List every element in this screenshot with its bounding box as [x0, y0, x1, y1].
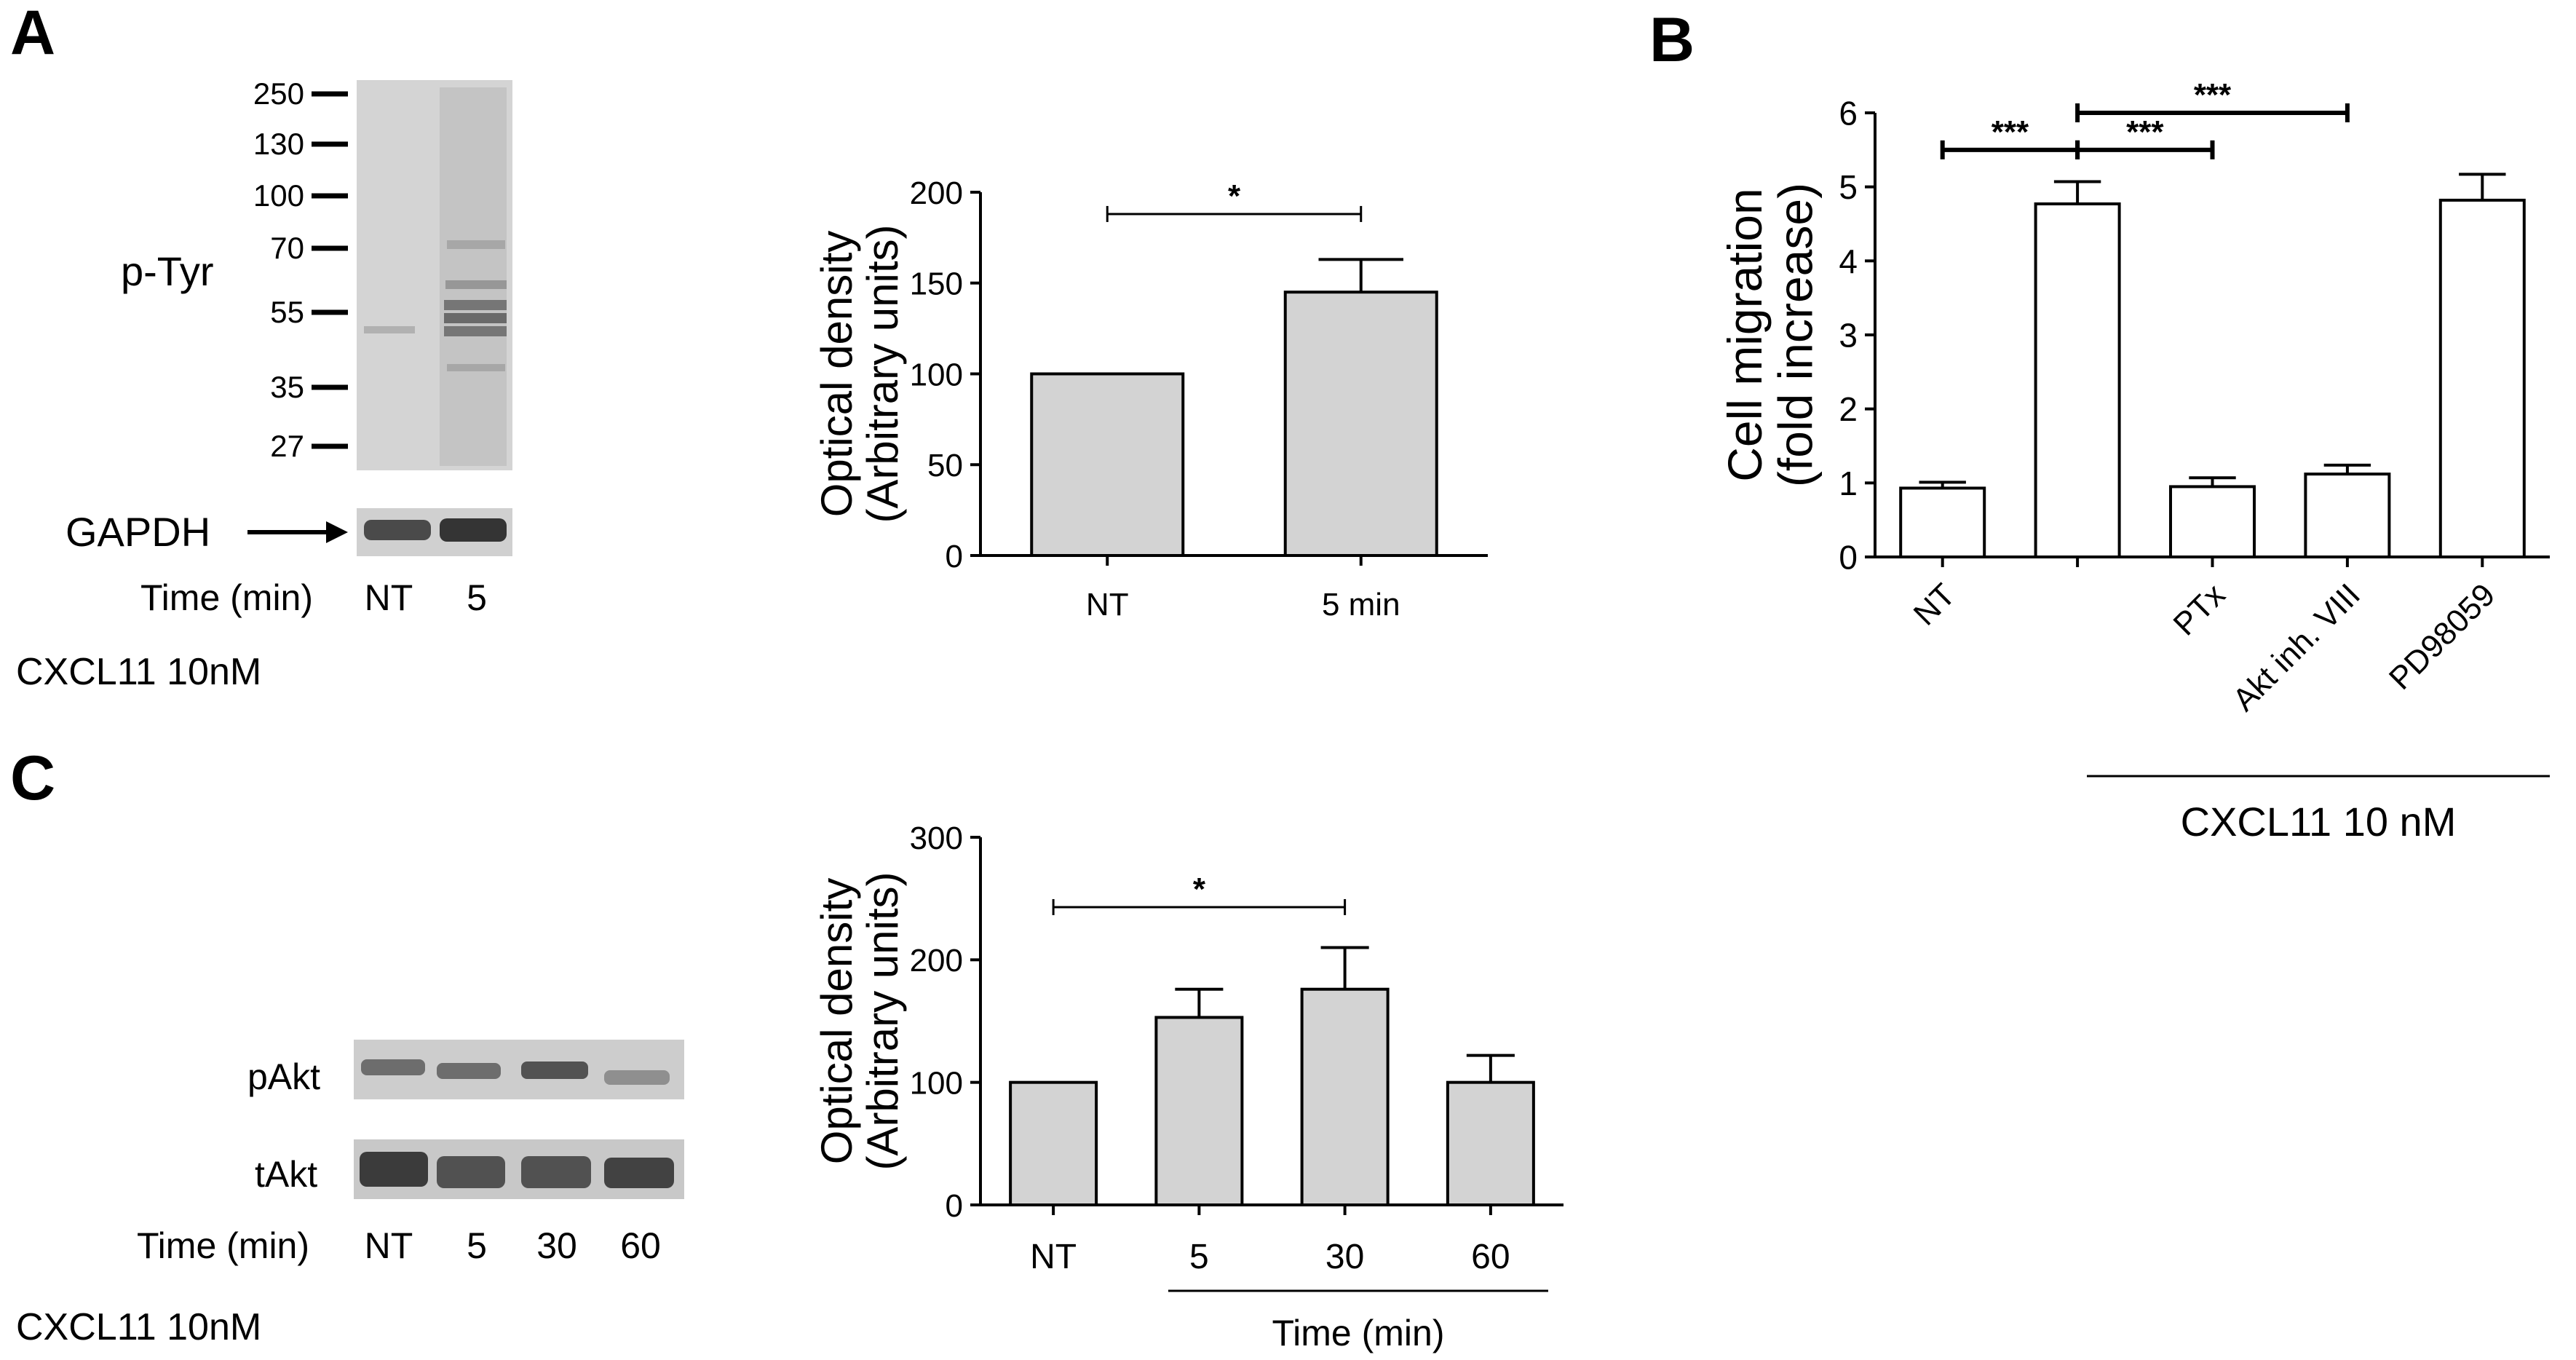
x-tick-label: 5 min	[1322, 587, 1400, 622]
y-axis-label-line: (fold increase)	[1768, 183, 1822, 487]
bar	[1009, 1080, 1098, 1206]
y-axis-label-line: (Arbitrary units)	[858, 224, 907, 523]
y-axis-label-line: Optical density	[812, 231, 861, 518]
y-axis-label-line: (Arbitrary units)	[858, 871, 907, 1170]
y-axis-label: Optical density(Arbitrary units)	[812, 224, 907, 523]
bar	[1300, 987, 1390, 1206]
blot-a-time-label: Time (min)	[140, 577, 313, 618]
panel-letter-c: C	[10, 743, 55, 813]
blot-a-markers: 250 130 100 70 55 35 27	[253, 76, 304, 463]
blot-image-pakt	[354, 1040, 684, 1099]
blot-image-gapdh	[357, 508, 512, 556]
label-gapdh: GAPDH	[66, 509, 210, 555]
y-tick-label: 1	[1839, 464, 1858, 502]
x-tick-label: PTx	[2167, 577, 2232, 642]
blot-c-lane-30: 30	[536, 1225, 577, 1266]
x-tick-label: 5	[1189, 1238, 1209, 1276]
x-tick-label: PD98059	[2382, 577, 2502, 696]
y-tick-label: 2	[1839, 390, 1858, 428]
x-axis-label: Time (min)	[1272, 1313, 1444, 1353]
y-tick-label: 200	[910, 175, 963, 211]
blot-image-ptyr	[357, 80, 512, 470]
bar	[1030, 372, 1185, 557]
y-tick-label: 100	[910, 1066, 963, 1102]
x-tick-label: NT	[1086, 587, 1129, 622]
panel-letter-a: A	[10, 0, 55, 68]
y-axis-label: Cell migration(fold increase)	[1718, 183, 1822, 487]
y-tick-label: 3	[1839, 317, 1858, 355]
y-tick-label: 200	[910, 943, 963, 979]
bar	[1446, 1080, 1535, 1206]
significance-label: *	[1228, 178, 1241, 214]
significance-label: *	[1193, 871, 1206, 907]
y-tick-label: 5	[1839, 168, 1858, 206]
x-tick-label: 30	[1325, 1238, 1364, 1276]
marker-250: 250	[253, 76, 304, 111]
y-tick-label: 4	[1839, 242, 1858, 280]
blot-c-lane-5: 5	[467, 1225, 487, 1266]
blot-a-lane-5: 5	[467, 577, 487, 618]
bar-chart-c: 0 100 200 300 NT 5 30 60 * Optical density(Arbitr…	[812, 821, 1564, 1353]
x-tick-label: NT	[1907, 577, 1962, 632]
blot-c-treatment: CXCL11 10nM	[16, 1306, 261, 1348]
y-tick-label: 300	[910, 821, 963, 856]
blot-a-treatment: CXCL11 10nM	[16, 651, 261, 693]
bar	[1154, 1016, 1244, 1206]
blot-c-lane-nt: NT	[365, 1225, 413, 1266]
x-tick-label: Akt inh. VIII	[2226, 577, 2367, 718]
bar	[2304, 473, 2391, 559]
y-tick-label: 0	[1839, 539, 1858, 577]
blot-c-lane-60: 60	[620, 1225, 661, 1266]
x-tick-label: 60	[1471, 1238, 1510, 1276]
bar	[2034, 202, 2121, 558]
significance-label: ***	[2194, 77, 2232, 113]
label-pakt: pAkt	[247, 1056, 320, 1097]
bar	[2169, 485, 2256, 559]
bar	[2438, 198, 2526, 558]
y-tick-label: 6	[1839, 95, 1858, 133]
marker-35: 35	[270, 370, 304, 404]
panel-letter-b: B	[1649, 5, 1695, 75]
significance-label: ***	[1992, 114, 2029, 150]
label-takt: tAkt	[255, 1154, 317, 1195]
bar	[1283, 290, 1438, 557]
y-axis-label-line: Cell migration	[1718, 188, 1772, 481]
y-tick-label: 100	[910, 357, 963, 392]
blot-image-takt	[354, 1139, 684, 1199]
y-axis-label-line: Optical density	[812, 878, 861, 1165]
blot-c-time-label: Time (min)	[137, 1225, 309, 1266]
marker-27: 27	[270, 429, 304, 463]
blot-a-lane-nt: NT	[365, 577, 413, 618]
marker-130: 130	[253, 127, 304, 161]
arrow-icon	[247, 521, 348, 543]
x-axis-label: CXCL11 10 nM	[2181, 799, 2457, 845]
significance-label: ***	[2126, 114, 2164, 150]
y-tick-label: 0	[946, 539, 963, 574]
y-tick-label: 50	[927, 448, 963, 483]
label-ptyr: p-Tyr	[121, 248, 214, 294]
marker-55: 55	[270, 295, 304, 329]
y-axis-label: Optical density(Arbitrary units)	[812, 871, 907, 1170]
y-tick-label: 150	[910, 266, 963, 302]
marker-ticks	[312, 91, 348, 449]
x-tick-label: NT	[1030, 1238, 1077, 1276]
marker-70: 70	[270, 231, 304, 265]
y-tick-label: 0	[946, 1188, 963, 1224]
bar	[1899, 486, 1986, 559]
marker-100: 100	[253, 178, 304, 213]
bar-chart-a: 0 50 100 150 200 NT 5 min * Optical density(Arbi…	[812, 175, 1488, 622]
